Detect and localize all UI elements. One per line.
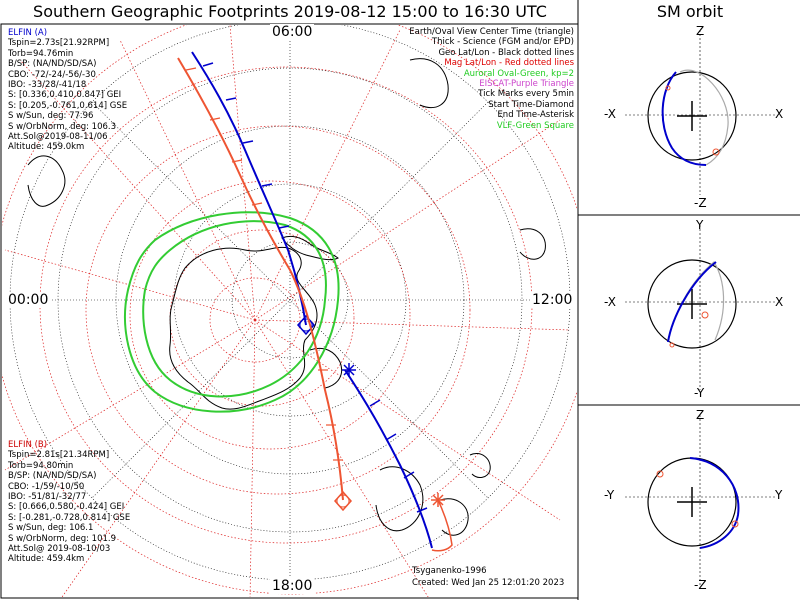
elfin-b-line: Tspin=2.81s[21.34RPM] bbox=[8, 450, 110, 461]
elfin-a-line: IBO: -33/28/-41/18 bbox=[8, 80, 87, 91]
elfin-a-line: CBO: -72/-24/-56/-30 bbox=[8, 69, 96, 80]
legend-item: Auroral Oval-Green, kp=2 bbox=[463, 68, 574, 79]
legend-item: End Time-Asterisk bbox=[497, 110, 574, 121]
elfin-a-line: Tspin=2.73s[21.92RPM] bbox=[8, 38, 110, 49]
legend-item: Mag Lat/Lon - Red dotted lines bbox=[444, 58, 574, 69]
orbit-2-right-label: X bbox=[775, 295, 784, 309]
sm-orbit-panel-1 bbox=[578, 30, 800, 216]
orbit-2-left-label: -X bbox=[604, 295, 616, 309]
model-label: Tsyganenko-1996 bbox=[412, 566, 487, 576]
elfin-a-info: ELFIN (A) Tspin=2.73s[21.92RPM] Torb=94.… bbox=[8, 28, 127, 153]
legend-item: Start Time-Diamond bbox=[488, 99, 574, 110]
legend-item: Tick Marks every 5min bbox=[478, 89, 574, 100]
elfin-b-line: B/SP: (NA/ND/SD/SA) bbox=[8, 471, 97, 482]
elfin-a-line: S: [0.205,-0.761,0.614] GSE bbox=[8, 100, 128, 111]
orbit-1-bottom-label: -Z bbox=[694, 196, 707, 210]
elfin-b-line: Att.Sol@ 2019-08-10/03 bbox=[8, 544, 111, 555]
legend-item: Thick - Science (FGM and/or EPD) bbox=[431, 37, 574, 48]
elfin-a-line: Torb=94.76min bbox=[8, 48, 74, 59]
orbit-1-right-label: X bbox=[775, 107, 784, 121]
elfin-a-line: S: [0.336,0.410,0.847] GEI bbox=[8, 90, 122, 101]
elfin-b-line: S w/OrbNorm, deg: 101.9 bbox=[8, 533, 117, 544]
elfin-b-track bbox=[177, 57, 453, 552]
legend-item: EISCAT-Purple Triangle bbox=[479, 79, 574, 90]
orbit-1-left-label: -X bbox=[604, 107, 616, 121]
elfin-a-track bbox=[191, 51, 433, 549]
elfin-b-info: ELFIN (B) Tspin=2.81s[21.34RPM] Torb=94.… bbox=[8, 440, 130, 565]
elfin-a-header: ELFIN (A) bbox=[8, 28, 48, 38]
orbit-3-bottom-label: -Z bbox=[694, 578, 707, 592]
orbit-2-bottom-label: -Y bbox=[694, 386, 705, 400]
sm-orbit-panel-2 bbox=[578, 225, 800, 406]
elfin-b-line: CBO: -1/59/-10/50 bbox=[8, 481, 85, 492]
elfin-b-line: S: [0.666,0.580,-0.424] GEI bbox=[8, 502, 125, 513]
orbit-3-top-label: Z bbox=[696, 408, 705, 422]
elfin-b-line: Torb=94.80min bbox=[8, 460, 74, 471]
orbit-3-right-label: Y bbox=[775, 488, 783, 502]
time-label-right: 12:00 bbox=[530, 292, 575, 308]
elfin-b-line: S: [-0.281,-0.728,0.814] GSE bbox=[8, 512, 131, 523]
elfin-a-line: S w/Sun, deg: 77.96 bbox=[8, 111, 94, 122]
elfin-a-line: Altitude: 459.0km bbox=[8, 142, 85, 153]
auroral-oval bbox=[124, 211, 340, 413]
legend: Earth/Oval View Center Time (triangle) T… bbox=[409, 27, 574, 131]
time-label-bottom: 18:00 bbox=[270, 578, 315, 594]
elfin-b-line: Altitude: 459.4km bbox=[8, 554, 85, 565]
elfin-b-line: IBO: -51/81/-32/77 bbox=[8, 492, 87, 503]
legend-item: Earth/Oval View Center Time (triangle) bbox=[409, 27, 574, 37]
orbit-3-left-label: -Y bbox=[604, 488, 615, 502]
sm-orbit-title: SM orbit bbox=[656, 2, 724, 21]
time-label-left: 00:00 bbox=[6, 292, 51, 308]
elfin-a-line: B/SP: (NA/ND/SD/SA) bbox=[8, 59, 97, 70]
elfin-a-end-asterisk bbox=[342, 363, 356, 377]
legend-item: VLF-Green Square bbox=[496, 120, 574, 131]
page-title: Southern Geographic Footprints 2019-08-1… bbox=[33, 2, 547, 21]
sm-orbit-panel-3 bbox=[625, 415, 775, 585]
orbit-2-top-label: Y bbox=[696, 218, 704, 232]
created-label: Created: Wed Jan 25 12:01:20 2023 bbox=[412, 578, 565, 588]
orbit-1-top-label: Z bbox=[696, 24, 705, 38]
elfin-a-line: S w/OrbNorm, deg: 106.3 bbox=[8, 121, 117, 132]
elfin-b-line: S w/Sun, deg: 106.1 bbox=[8, 523, 94, 534]
elfin-b-header: ELFIN (B) bbox=[8, 440, 48, 450]
legend-item: Geo Lat/Lon - Black dotted lines bbox=[438, 47, 574, 58]
elfin-a-line: Att.Sol@2019-08-11/06 bbox=[8, 132, 108, 143]
time-label-top: 06:00 bbox=[270, 24, 315, 40]
